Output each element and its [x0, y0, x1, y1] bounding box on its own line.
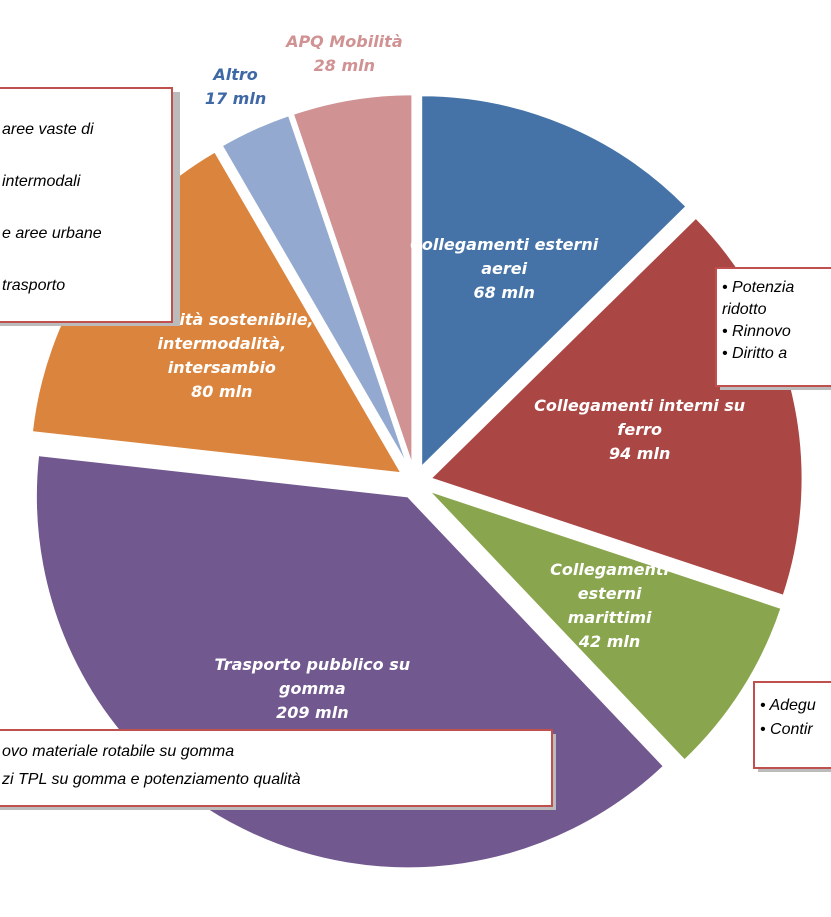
callout-text: zi TPL su gomma e potenziamento qualità — [1, 771, 301, 788]
callout-text: • Adegu — [760, 697, 816, 714]
slice-label: Trasporto pubblico su gomma 209 mln — [197, 624, 427, 754]
callout-text: • Rinnovo — [722, 323, 791, 340]
callout-box — [0, 729, 553, 807]
callout-text: ridotto — [722, 301, 767, 318]
category-label: Collegamenti esterni marittimi — [550, 559, 670, 627]
category-label: Trasporto pubblico su gomma — [214, 654, 411, 698]
category-label: Altro — [213, 64, 258, 84]
value-label: 209 mln — [276, 702, 349, 722]
callout-text: intermodali — [2, 173, 81, 190]
label-box: Trasporto pubblico su gomma 209 mln — [197, 624, 427, 754]
label-box: Collegamenti interni su ferro 94 mln — [525, 365, 755, 495]
callout-text: ovo materiale rotabile su gomma — [2, 743, 234, 760]
value-label: 68 mln — [473, 283, 535, 303]
value-label: 17 mln — [204, 88, 267, 108]
slice-label: Altro 17 mln — [161, 22, 311, 152]
pie-slice — [427, 489, 783, 762]
pie-slice — [420, 94, 688, 470]
callout-text: • Diritto a — [722, 345, 787, 362]
value-label: 94 mln — [608, 443, 671, 463]
callout-text: trasporto — [2, 277, 65, 294]
callout-text: aree vaste di — [2, 121, 94, 138]
label-box: APQ Mobilità 28 mln — [269, 0, 419, 119]
label-box: Altro 17 mln — [161, 22, 311, 152]
label-box: Collegamenti esterni marittimi 42 mln — [535, 541, 685, 671]
pie-slice — [291, 93, 414, 467]
category-label: Collegamenti esterni aerei — [410, 235, 599, 279]
pie-slice — [428, 216, 804, 598]
category-label: APQ Mobilità — [286, 31, 403, 51]
slice-label: Collegamenti interni su ferro 94 mln — [525, 365, 755, 495]
value-label: 80 mln — [191, 381, 253, 401]
label-box: Collegamenti esterni aerei 68 mln — [389, 204, 619, 334]
value-label: 42 mln — [578, 631, 641, 651]
callout-box — [0, 87, 173, 323]
slice-label: Collegamenti esterni marittimi 42 mln — [535, 541, 685, 671]
slice-label: APQ Mobilità 28 mln — [269, 0, 419, 119]
callout-text: • Contir — [760, 721, 813, 738]
pie-slice — [220, 113, 410, 468]
slice-label: Collegamenti esterni aerei 68 mln — [389, 204, 619, 334]
callout-text: e aree urbane — [2, 225, 102, 242]
callout-text: • Potenzia — [722, 279, 794, 296]
value-label: 28 mln — [313, 55, 376, 75]
callout-box — [753, 681, 831, 769]
callout-box — [715, 267, 831, 387]
category-label: Collegamenti interni su ferro — [534, 395, 746, 439]
